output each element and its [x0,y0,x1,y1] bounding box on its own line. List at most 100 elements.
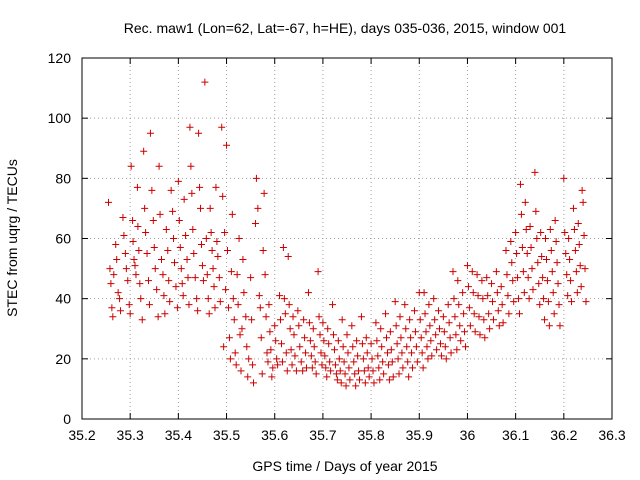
data-point [183,256,191,264]
data-point [468,268,476,276]
data-point [124,277,132,285]
x-tick-label: 35.4 [165,427,192,443]
data-point [437,352,445,360]
data-point [219,192,227,200]
data-point [568,298,576,306]
data-point [137,295,145,303]
data-point [548,268,556,276]
data-point [235,235,243,242]
data-point [513,250,521,258]
data-point [116,295,124,303]
data-point [416,316,424,324]
data-point [546,225,554,233]
data-point [337,379,345,387]
data-point [136,280,144,288]
data-point [524,274,532,282]
data-point [142,228,150,236]
data-point [504,292,512,300]
data-point [113,256,121,264]
data-point [451,313,459,321]
data-point [143,250,151,258]
data-point [499,319,507,327]
data-point [271,322,279,330]
data-point [516,180,524,188]
data-point [218,123,226,131]
data-point [305,319,313,327]
data-point [197,204,205,212]
data-point [257,334,265,342]
data-point [489,316,497,324]
data-point [280,295,288,303]
x-tick-label: 35.2 [68,427,95,443]
data-point [576,262,584,270]
data-point [387,346,395,354]
data-point [210,283,218,291]
data-point [529,286,537,294]
data-point [362,334,370,342]
data-point [289,313,297,321]
data-point [297,358,305,366]
data-point [474,292,482,300]
data-point [457,337,465,345]
data-point [214,253,222,261]
data-point [469,289,477,297]
data-point [425,301,433,309]
data-point [401,301,409,309]
data-point [520,289,528,297]
data-point [187,162,195,170]
data-point [322,364,330,372]
data-point [427,337,435,345]
data-point [130,256,138,264]
chart-title: Rec. maw1 (Lon=62, Lat=-67, h=HE), days … [124,20,567,36]
data-point [190,250,198,258]
data-point [395,370,403,378]
data-point [533,235,541,242]
data-point [510,298,518,306]
data-point [274,361,282,369]
data-point [185,301,193,309]
data-point [240,289,248,297]
data-point [479,295,487,303]
data-point [314,268,322,276]
data-point [380,370,388,378]
data-point [278,358,286,366]
data-point [360,367,368,375]
data-point [279,244,287,252]
data-point [202,235,210,242]
data-point [555,301,563,309]
data-point [357,313,365,321]
data-point [308,364,316,372]
data-point [379,358,387,366]
data-point [233,271,241,279]
data-point [323,373,331,381]
data-point [561,228,569,236]
data-point [304,289,312,297]
data-point [255,292,263,300]
data-point [562,250,570,258]
data-point [321,352,329,360]
x-tick-label: 35.5 [213,427,240,443]
data-point [121,250,129,258]
x-tick-label: 35.6 [261,427,288,443]
data-point [254,204,262,212]
data-point [424,355,432,363]
y-tick-label: 120 [48,50,72,66]
data-point [295,322,303,330]
data-point [567,277,575,285]
data-point [153,286,161,294]
data-point [517,210,525,218]
data-point [319,319,327,327]
data-point [391,298,399,306]
data-point [310,343,318,351]
data-point [449,268,457,276]
data-point [229,295,237,303]
data-point [359,355,367,363]
data-point [193,295,201,303]
x-tick-label: 35.8 [357,427,384,443]
x-tick-label: 36.1 [502,427,529,443]
data-point [151,265,159,273]
data-point [408,349,416,357]
data-point [141,204,149,212]
data-point [299,367,307,375]
data-point [172,283,180,291]
